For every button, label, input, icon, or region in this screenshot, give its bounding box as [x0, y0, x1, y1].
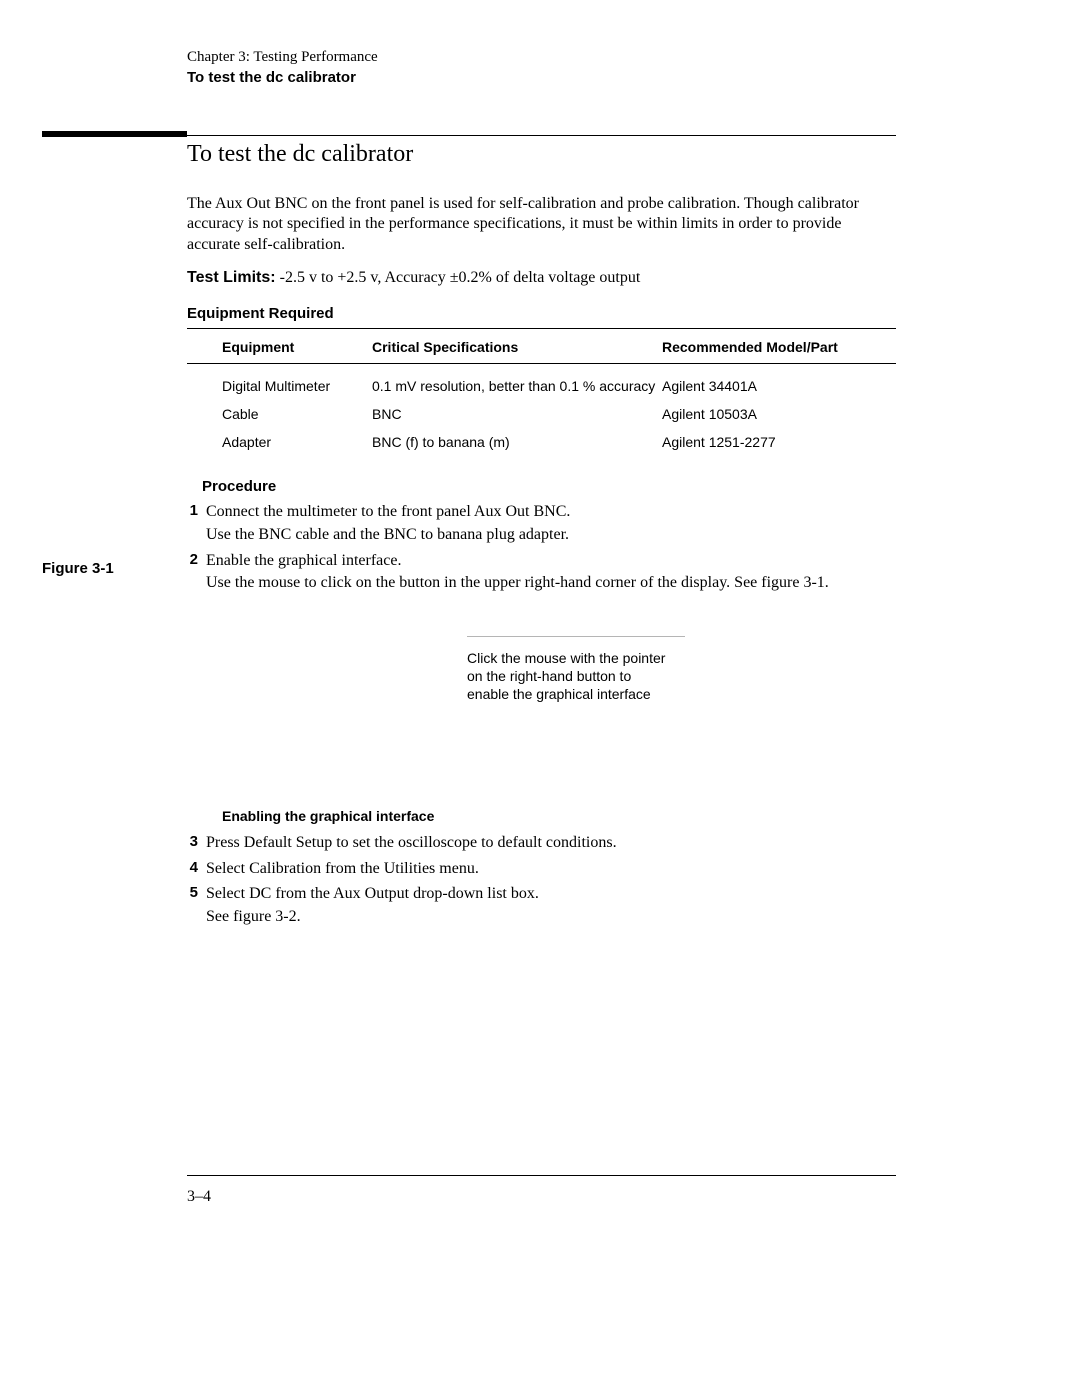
figure-callout: Click the mouse with the pointer on the … — [467, 650, 667, 704]
equipment-table: Equipment Required Equipment Critical Sp… — [187, 305, 896, 456]
step-body: Enable the graphical interface. Use the … — [202, 550, 896, 594]
procedure-step: 5 Select DC from the Aux Output drop-dow… — [187, 883, 896, 927]
equipment-col-header: Critical Specifications — [372, 339, 662, 355]
footer-rule — [187, 1175, 896, 1176]
equipment-cell: 0.1 mV resolution, better than 0.1 % acc… — [372, 378, 662, 394]
intro-paragraph: The Aux Out BNC on the front panel is us… — [187, 194, 896, 255]
step-sub-text: See figure 3-2. — [206, 907, 896, 928]
equipment-cell: BNC (f) to banana (m) — [372, 434, 662, 450]
equipment-cell: Agilent 34401A — [662, 378, 896, 394]
step-main-text: Connect the multimeter to the front pane… — [206, 501, 896, 523]
step-body: Press Default Setup to set the oscillosc… — [202, 832, 896, 854]
header-chapter: Chapter 3: Testing Performance — [187, 49, 378, 66]
equipment-cell: Digital Multimeter — [222, 378, 372, 394]
procedure-step: 3 Press Default Setup to set the oscillo… — [187, 832, 896, 854]
page: Chapter 3: Testing Performance To test t… — [0, 0, 1080, 1397]
test-limits: Test Limits: -2.5 v to +2.5 v, Accuracy … — [187, 269, 896, 287]
figure-divider — [467, 636, 685, 637]
equipment-title: Equipment Required — [187, 305, 896, 328]
step-body: Connect the multimeter to the front pane… — [202, 501, 896, 545]
procedure-step: 2 Enable the graphical interface. Use th… — [187, 550, 896, 594]
step-main-text: Press Default Setup to set the oscillosc… — [206, 832, 896, 854]
equipment-cell: Cable — [222, 406, 372, 422]
step-main-text: Enable the graphical interface. — [206, 550, 896, 572]
step-number: 3 — [187, 832, 202, 854]
procedure-heading: Procedure — [187, 478, 896, 495]
header-rule-heavy — [42, 131, 187, 137]
equipment-header-row: Equipment Critical Specifications Recomm… — [187, 336, 896, 358]
equipment-row: Digital Multimeter 0.1 mV resolution, be… — [187, 372, 896, 400]
step-number: 5 — [187, 883, 202, 927]
equipment-row: Cable BNC Agilent 10503A — [187, 400, 896, 428]
step-sub-text: Use the BNC cable and the BNC to banana … — [206, 525, 896, 546]
equipment-rule-top — [187, 328, 896, 329]
header-section: To test the dc calibrator — [187, 69, 378, 86]
header-rule-thin — [187, 135, 896, 136]
equipment-rule-mid — [187, 363, 896, 364]
equipment-row: Adapter BNC (f) to banana (m) Agilent 12… — [187, 428, 896, 456]
figure-label: Figure 3-1 — [42, 560, 114, 577]
step-main-text: Select DC from the Aux Output drop-down … — [206, 883, 896, 905]
figure-caption: Enabling the graphical interface — [187, 808, 896, 824]
step-body: Select Calibration from the Utilities me… — [202, 858, 896, 880]
running-header: Chapter 3: Testing Performance To test t… — [187, 49, 378, 86]
equipment-col-header: Equipment — [222, 339, 372, 355]
procedure-step: 1 Connect the multimeter to the front pa… — [187, 501, 896, 545]
procedure-step: 4 Select Calibration from the Utilities … — [187, 858, 896, 880]
equipment-cell: BNC — [372, 406, 662, 422]
test-limits-label: Test Limits: — [187, 269, 276, 286]
equipment-col-header: Recommended Model/Part — [662, 339, 896, 355]
equipment-cell: Agilent 1251-2277 — [662, 434, 896, 450]
step-number: 1 — [187, 501, 202, 545]
step-number: 4 — [187, 858, 202, 880]
step-number: 2 — [187, 550, 202, 594]
step-body: Select DC from the Aux Output drop-down … — [202, 883, 896, 927]
step-main-text: Select Calibration from the Utilities me… — [206, 858, 896, 880]
page-title: To test the dc calibrator — [187, 141, 896, 168]
figure-area: Click the mouse with the pointer on the … — [187, 636, 896, 806]
step-sub-text: Use the mouse to click on the button in … — [206, 573, 896, 594]
equipment-cell: Agilent 10503A — [662, 406, 896, 422]
test-limits-value: -2.5 v to +2.5 v, Accuracy ±0.2% of delt… — [276, 269, 641, 286]
equipment-cell: Adapter — [222, 434, 372, 450]
page-number: 3–4 — [187, 1188, 211, 1206]
content-column: To test the dc calibrator The Aux Out BN… — [187, 141, 896, 932]
